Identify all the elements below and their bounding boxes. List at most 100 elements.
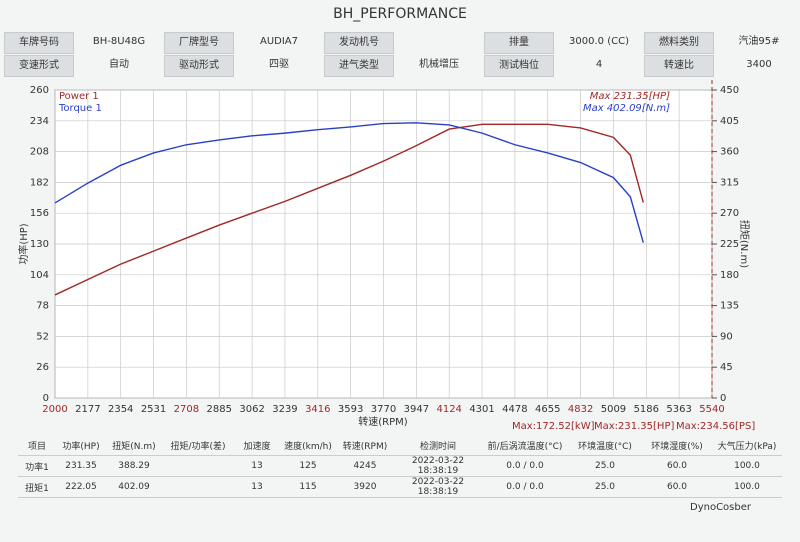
y2-tick-label: 450 — [720, 85, 739, 96]
field-value: 自动 — [109, 59, 129, 70]
x-tick-label: 2531 — [141, 404, 166, 415]
field-label: 厂牌型号 — [164, 32, 234, 54]
y2-tick-label: 270 — [720, 208, 739, 219]
field-label: 变速形式 — [4, 55, 74, 77]
table-cell: 0.0 / 0.0 — [482, 455, 568, 477]
chart: 2000 2177 2354 2531 2708 2885 3062 3239 3416 3593… — [17, 80, 755, 432]
column-header: 项目 — [18, 436, 56, 456]
y2-tick-label: 90 — [720, 331, 733, 342]
column-header: 扭矩(N.m) — [106, 436, 162, 456]
x-tick-label: 2708 — [174, 404, 199, 415]
table-cell: 25.0 — [568, 476, 642, 498]
x-tick-label: 3593 — [338, 404, 363, 415]
table-cell: 功率1 — [18, 455, 56, 477]
x-tick-label: 5363 — [666, 404, 691, 415]
column-header: 检测时间 — [394, 436, 482, 456]
table-cell: 100.0 — [712, 476, 782, 498]
column-header: 环境湿度(%) — [642, 436, 712, 456]
y-tick-label: 234 — [30, 116, 49, 127]
table-cell: 100.0 — [712, 455, 782, 477]
table-cell: 0.0 / 0.0 — [482, 476, 568, 498]
field-label: 发动机号 — [324, 32, 394, 54]
field-value: AUDIA7 — [259, 36, 298, 47]
field-value: 汽油95# — [738, 36, 780, 47]
field-value: 3400 — [746, 59, 772, 70]
x-tick-label: 4655 — [535, 404, 560, 415]
field-value: 4 — [595, 59, 603, 70]
y2-tick-label: 225 — [720, 239, 739, 250]
x-tick-label: 2354 — [108, 404, 133, 415]
x-tick-label: 2177 — [75, 404, 100, 415]
table-cell: 25.0 — [568, 455, 642, 477]
column-header: 环境温度(°C) — [568, 436, 642, 456]
table-header: 项目 功率(HP) 扭矩(N.m) 扭矩/功率(差) 加速度 速度(km/h) 转速(RPM… — [18, 436, 782, 456]
column-header: 加速度 — [234, 436, 280, 456]
column-header: 转速(RPM) — [336, 436, 394, 456]
x-tick-label: 5186 — [634, 404, 659, 415]
legend-entry: Power 1 — [59, 91, 99, 102]
field-label: 燃料类别 — [644, 32, 714, 54]
table-cell: 13 — [234, 455, 280, 477]
annotation: Max 231.35[HP] — [590, 91, 670, 102]
table-row: 功率1 231.35 388.29 13 125 4245 2022-03-22 18:38… — [18, 455, 782, 477]
y2-tick-label: 135 — [720, 301, 739, 312]
annotation: Max 402.09[N.m] — [583, 103, 670, 114]
series-line — [54, 122, 645, 243]
table-cell: 60.0 — [642, 455, 712, 477]
y-tick-label: 130 — [30, 239, 49, 250]
y2-tick-label: 360 — [720, 147, 739, 158]
title: BH_PERFORMANCE — [333, 6, 467, 22]
footer: DynoCosber — [690, 502, 751, 513]
y2-tick-label: 45 — [720, 362, 733, 373]
table-cell: 3920 — [336, 476, 394, 498]
field-label: 驱动形式 — [164, 55, 234, 77]
column-header: 扭矩/功率(差) — [162, 436, 234, 456]
x-tick-label: 4478 — [502, 404, 527, 415]
x-tick-label: 3062 — [239, 404, 264, 415]
x-tick-label: 3416 — [305, 404, 330, 415]
empty-cell — [162, 455, 234, 477]
x-tick-label: 4124 — [436, 404, 461, 415]
y2-tick-label: 405 — [720, 116, 739, 127]
x-tick-label: 3947 — [404, 404, 429, 415]
y-tick-label: 0 — [43, 393, 49, 404]
field-value: 机械增压 — [419, 59, 459, 70]
y-tick-label: 52 — [36, 331, 49, 342]
table-cell: 231.35 — [56, 455, 106, 477]
summary-stat: Max:234.56[PS] — [676, 421, 755, 432]
table-cell: 2022-03-22 18:38:19 — [394, 476, 482, 498]
x-axis-label: 转速(RPM) — [358, 415, 408, 428]
summary-stat: Max:172.52[kW] — [512, 421, 595, 432]
field-value: 3000.0 (CC) — [569, 36, 629, 47]
column-header: 前/后涡流温度(°C) — [482, 436, 568, 456]
y-tick-label: 208 — [30, 147, 49, 158]
table-cell: 4245 — [336, 455, 394, 477]
field-label: 车牌号码 — [4, 32, 74, 54]
table-row: 扭矩1 222.05 402.09 13 115 3920 2022-03-22 18:38… — [18, 476, 782, 498]
y2-tick-label: 0 — [720, 393, 726, 404]
table-cell: 2022-03-22 18:38:19 — [394, 455, 482, 477]
y2-axis-label: 扭矩(N.m) — [738, 220, 751, 268]
x-tick-label: 2885 — [207, 404, 232, 415]
series-line — [54, 123, 645, 296]
y-tick-label: 156 — [30, 208, 49, 219]
field-label: 排量 — [484, 32, 554, 54]
table-cell: 222.05 — [56, 476, 106, 498]
y-tick-label: 260 — [30, 85, 49, 96]
table-cell: 13 — [234, 476, 280, 498]
field-label: 转速比 — [644, 55, 714, 77]
y-tick-label: 26 — [36, 362, 49, 373]
x-tick-label: 3239 — [272, 404, 297, 415]
x-tick-label: 4832 — [568, 404, 593, 415]
y-tick-label: 104 — [30, 270, 49, 281]
column-header: 大气压力(kPa) — [712, 436, 782, 456]
y2-tick-label: 180 — [720, 270, 739, 281]
x-tick-label: 2000 — [42, 404, 67, 415]
x-tick-label: 5009 — [601, 404, 626, 415]
column-header: 功率(HP) — [56, 436, 106, 456]
y-axis-label: 功率(HP) — [17, 223, 30, 264]
table-cell: 402.09 — [106, 476, 162, 498]
column-header: 速度(km/h) — [280, 436, 336, 456]
table-cell: 125 — [280, 455, 336, 477]
